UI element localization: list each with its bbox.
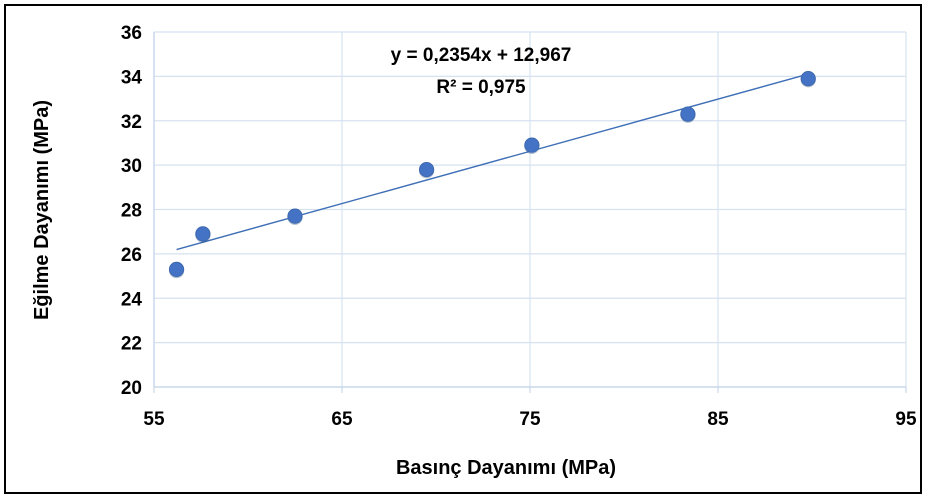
trendline-equation: y = 0,2354x + 12,967 xyxy=(391,45,572,66)
data-point xyxy=(287,208,303,224)
x-tick-label: 75 xyxy=(519,409,541,430)
data-point xyxy=(168,261,185,278)
y-axis-title: Eğilme Dayanımı (MPa) xyxy=(31,100,53,320)
axes xyxy=(153,32,907,393)
x-tick-label: 85 xyxy=(707,409,729,430)
data-point xyxy=(195,226,211,242)
tick-labels: 20 22 24 26 28 30 32 34 36 55 65 75 85 95 xyxy=(121,23,917,430)
x-tick-label: 65 xyxy=(331,409,353,430)
y-tick-label: 28 xyxy=(121,201,142,222)
y-tick-label: 32 xyxy=(121,112,142,133)
data-point xyxy=(524,137,540,153)
y-tick-label: 26 xyxy=(121,245,142,266)
x-tick-label: 55 xyxy=(143,409,165,430)
x-axis-title: Basınç Dayanımı (MPa) xyxy=(396,457,616,479)
trendline xyxy=(176,73,809,251)
y-tick-label: 20 xyxy=(121,378,142,399)
chart-frame: 20 22 24 26 28 30 32 34 36 55 65 75 85 95 y = 0,2354x… xyxy=(4,4,922,494)
x-tick-label: 95 xyxy=(895,409,917,430)
trendline-r2: R² = 0,975 xyxy=(436,77,526,98)
y-tick-label: 36 xyxy=(121,23,142,44)
y-tick-label: 30 xyxy=(121,156,142,177)
data-point xyxy=(418,161,435,178)
gridlines xyxy=(153,31,907,387)
y-tick-label: 24 xyxy=(121,289,143,310)
scatter-chart: 20 22 24 26 28 30 32 34 36 55 65 75 85 95 y = 0,2354x… xyxy=(31,23,917,479)
y-tick-label: 34 xyxy=(121,67,143,88)
data-point xyxy=(680,106,696,122)
trendline-group xyxy=(176,73,809,251)
data-points xyxy=(168,70,816,279)
y-tick-label: 22 xyxy=(121,334,142,355)
data-point xyxy=(800,70,816,87)
